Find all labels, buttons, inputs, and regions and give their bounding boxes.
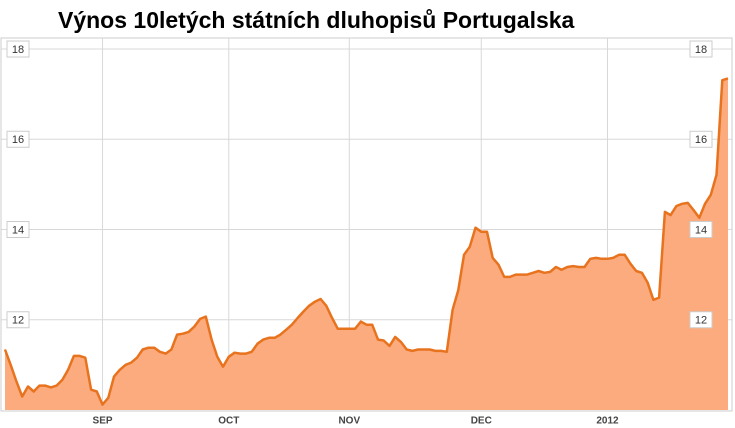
y-tick-label-right: 12 bbox=[695, 315, 707, 327]
tick-label-box bbox=[689, 130, 713, 148]
tick-label-box bbox=[6, 221, 30, 239]
area bbox=[5, 78, 728, 411]
x-tick-label: DEC bbox=[471, 416, 492, 427]
tick-label-box bbox=[6, 130, 30, 148]
x-tick-label: NOV bbox=[338, 416, 360, 427]
y-tick-label-right: 18 bbox=[695, 44, 707, 56]
x-tick-label: SEP bbox=[93, 416, 113, 427]
y-tick-label-left: 12 bbox=[12, 315, 24, 327]
y-tick-label-right: 14 bbox=[695, 224, 707, 236]
tick-label-box bbox=[6, 40, 30, 58]
plot-frame bbox=[0, 37, 733, 412]
y-tick-label-right: 16 bbox=[695, 134, 707, 146]
labels: SEP OCT NOV DEC 2012 12 12 14 14 16 16 18 18 bbox=[6, 40, 713, 427]
tick-label-box bbox=[6, 311, 30, 329]
y-tick-label-left: 18 bbox=[12, 44, 24, 56]
y-tick-label-left: 16 bbox=[12, 134, 24, 146]
tick-label-box bbox=[689, 311, 713, 329]
y-tick-label-left: 14 bbox=[12, 224, 24, 236]
marks bbox=[3, 77, 729, 411]
tick-label-box bbox=[689, 40, 713, 58]
tick-label-box bbox=[689, 221, 713, 239]
line bbox=[3, 77, 729, 406]
x-tick-label: 2012 bbox=[596, 416, 619, 427]
x-tick-label: OCT bbox=[218, 416, 239, 427]
chart-title: Výnos 10letých státních dluhopisů Portug… bbox=[58, 7, 575, 33]
